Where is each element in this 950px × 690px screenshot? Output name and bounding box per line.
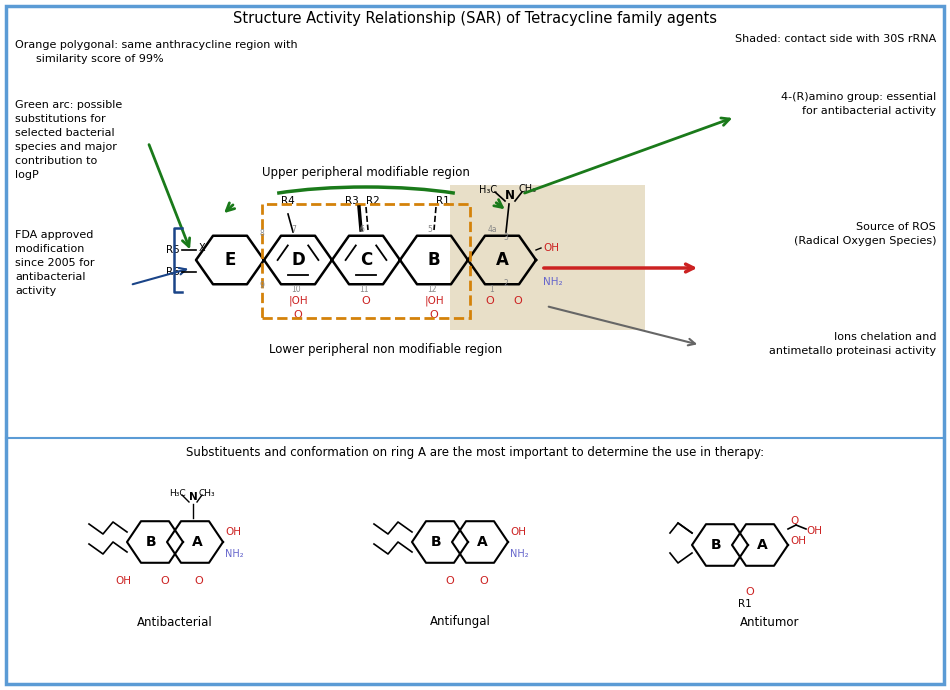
Text: O: O [446, 576, 454, 586]
Text: A: A [496, 251, 508, 269]
Text: OH: OH [543, 243, 559, 253]
Text: Structure Activity Relationship (SAR) of Tetracycline family agents: Structure Activity Relationship (SAR) of… [233, 10, 717, 26]
Text: 11: 11 [359, 286, 369, 295]
Text: 2: 2 [504, 279, 508, 288]
Text: R6: R6 [166, 267, 180, 277]
Text: Antibacterial: Antibacterial [137, 615, 213, 629]
Text: OH: OH [806, 526, 822, 536]
Text: D: D [291, 251, 305, 269]
Text: 10: 10 [292, 286, 301, 295]
Text: R1: R1 [738, 599, 751, 609]
Text: H₃C: H₃C [169, 489, 185, 498]
Text: O: O [161, 576, 169, 586]
Text: FDA approved
modification
since 2005 for
antibacterial
activity: FDA approved modification since 2005 for… [15, 230, 94, 296]
Text: O: O [294, 310, 302, 320]
Text: NH₂: NH₂ [543, 277, 562, 287]
Text: OH: OH [790, 536, 806, 546]
Text: X: X [199, 243, 205, 253]
Text: Source of ROS
(Radical Oxygen Species): Source of ROS (Radical Oxygen Species) [793, 222, 936, 246]
Text: Antitumor: Antitumor [740, 615, 800, 629]
Text: B: B [430, 535, 442, 549]
Text: O: O [746, 587, 754, 597]
Text: O: O [485, 296, 494, 306]
Text: 7: 7 [292, 226, 296, 235]
Text: 9: 9 [259, 282, 264, 290]
Text: Antifungal: Antifungal [429, 615, 490, 629]
Text: A: A [477, 535, 487, 549]
Text: CH₃: CH₃ [199, 489, 216, 497]
Text: O: O [790, 516, 798, 526]
Text: B: B [145, 535, 157, 549]
Text: 3: 3 [504, 233, 508, 241]
Text: O: O [195, 576, 203, 586]
Text: R5: R5 [166, 245, 180, 255]
FancyBboxPatch shape [6, 6, 944, 684]
Text: 4-(R)amino group: essential
for antibacterial activity: 4-(R)amino group: essential for antibact… [781, 92, 936, 116]
Text: OH: OH [115, 576, 131, 586]
Text: 4a: 4a [487, 226, 497, 235]
Text: B: B [428, 251, 440, 269]
Text: O: O [362, 296, 370, 306]
Text: 12: 12 [428, 286, 437, 295]
Text: Orange polygonal: same anthracycline region with
      similarity score of 99%: Orange polygonal: same anthracycline reg… [15, 40, 297, 64]
Text: NH₂: NH₂ [225, 549, 243, 559]
Text: A: A [192, 535, 202, 549]
Text: Substituents and conformation on ring A are the most important to determine the : Substituents and conformation on ring A … [186, 446, 764, 459]
Text: R3: R3 [345, 196, 359, 206]
Text: 6: 6 [359, 226, 365, 235]
Text: O: O [480, 576, 488, 586]
Text: OH: OH [225, 527, 241, 537]
Text: Ions chelation and
antimetallo proteinasi activity: Ions chelation and antimetallo proteinas… [769, 332, 936, 356]
Text: 5: 5 [428, 226, 432, 235]
Text: |OH: |OH [288, 296, 308, 306]
Text: N: N [189, 492, 198, 502]
Text: Green arc: possible
substitutions for
selected bacterial
species and major
contr: Green arc: possible substitutions for se… [15, 100, 123, 180]
Text: R2: R2 [366, 196, 380, 206]
Text: Upper peripheral modifiable region: Upper peripheral modifiable region [262, 166, 470, 179]
Text: C: C [360, 251, 372, 269]
Bar [262, 204, 470, 318]
Text: 1: 1 [489, 286, 494, 295]
Text: O: O [429, 310, 438, 320]
Text: 8: 8 [259, 230, 264, 239]
Text: O: O [514, 296, 522, 306]
Text: A: A [756, 538, 768, 552]
Text: R1: R1 [436, 196, 449, 206]
Text: NH₂: NH₂ [510, 549, 528, 559]
Text: |OH: |OH [425, 296, 444, 306]
Text: Shaded: contact side with 30S rRNA: Shaded: contact side with 30S rRNA [734, 34, 936, 44]
Text: H₃C: H₃C [479, 185, 497, 195]
Text: N: N [505, 189, 515, 202]
Text: B: B [711, 538, 721, 552]
FancyBboxPatch shape [450, 185, 645, 330]
Text: OH: OH [510, 527, 526, 537]
Text: E: E [224, 251, 236, 269]
Text: CH₃: CH₃ [519, 184, 537, 194]
Text: R4: R4 [281, 196, 294, 206]
Text: Lower peripheral non modifiable region: Lower peripheral non modifiable region [270, 343, 503, 356]
